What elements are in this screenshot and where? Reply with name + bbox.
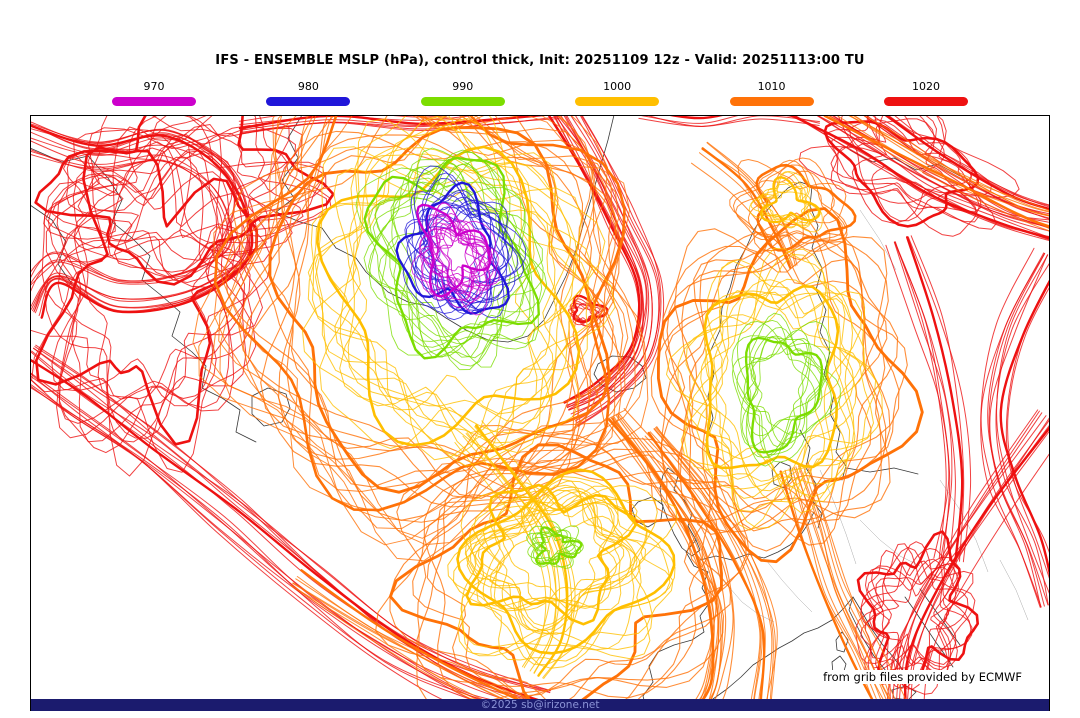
legend-value-label: 1020 [911, 80, 940, 93]
chart-title: IFS - ENSEMBLE MSLP (hPa), control thick… [215, 53, 865, 68]
legend-value-label: 980 [297, 80, 319, 93]
legend-item-970: 970 [112, 80, 196, 106]
legend-color-bar [883, 97, 968, 106]
legend-item-1010: 1010 [729, 80, 814, 106]
copyright-text: ©2025 sb@irizone.net [480, 699, 600, 711]
legend-value-label: 970 [143, 80, 165, 93]
legend: 970 980 990 1000 1010 1020 [0, 80, 1080, 106]
legend-item-1020: 1020 [883, 80, 968, 106]
ecmwf-credit: from grib files provided by ECMWF [820, 670, 1025, 684]
legend-value-label: 1010 [757, 80, 786, 93]
legend-value-label: 1000 [603, 80, 632, 93]
legend-color-bar [112, 97, 196, 106]
copyright-bar: ©2025 sb@irizone.net [31, 699, 1049, 711]
legend-item-990: 990 [420, 80, 505, 106]
legend-color-bar [729, 97, 814, 106]
legend-item-1000: 1000 [575, 80, 660, 106]
legend-color-bar [266, 97, 351, 106]
legend-color-bar [420, 97, 505, 106]
legend-value-label: 990 [452, 80, 474, 93]
legend-item-980: 980 [266, 80, 351, 106]
legend-color-bar [575, 97, 660, 106]
